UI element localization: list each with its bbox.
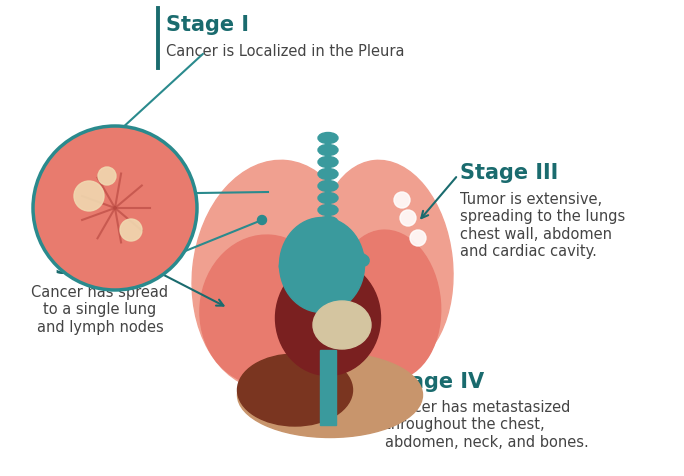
Ellipse shape [318,157,338,168]
Ellipse shape [318,169,338,179]
Text: Stage I: Stage I [166,15,249,35]
Circle shape [120,219,142,241]
Ellipse shape [276,260,380,376]
Circle shape [33,126,197,290]
Circle shape [410,230,426,246]
Text: Cancer has metastasized
throughout the chest,
abdomen, neck, and bones.: Cancer has metastasized throughout the c… [385,400,589,450]
Circle shape [394,192,410,208]
Ellipse shape [335,230,440,380]
Ellipse shape [318,180,338,191]
Circle shape [74,181,104,211]
Ellipse shape [318,205,338,216]
Circle shape [257,216,267,225]
Ellipse shape [237,354,352,426]
Text: Stage II: Stage II [55,258,146,278]
Text: Stage III: Stage III [460,163,558,183]
FancyArrowPatch shape [288,239,326,267]
Ellipse shape [192,160,358,390]
Text: Stage IV: Stage IV [385,372,484,392]
FancyArrowPatch shape [330,239,364,260]
Bar [320,350,336,425]
Circle shape [98,167,116,185]
Ellipse shape [280,218,365,313]
Text: Tumor is extensive,
spreading to the lungs
chest wall, abdomen
and cardiac cavit: Tumor is extensive, spreading to the lun… [460,192,625,259]
Ellipse shape [237,353,423,437]
Ellipse shape [317,160,453,370]
Ellipse shape [200,235,330,385]
Ellipse shape [318,228,338,239]
Ellipse shape [318,217,338,228]
Ellipse shape [313,301,371,349]
Text: Cancer has spread
to a single lung
and lymph nodes: Cancer has spread to a single lung and l… [31,285,168,335]
Ellipse shape [318,145,338,156]
Text: Cancer is Localized in the Pleura: Cancer is Localized in the Pleura [166,44,404,59]
Circle shape [400,210,416,226]
Ellipse shape [318,132,338,143]
Ellipse shape [318,192,338,204]
